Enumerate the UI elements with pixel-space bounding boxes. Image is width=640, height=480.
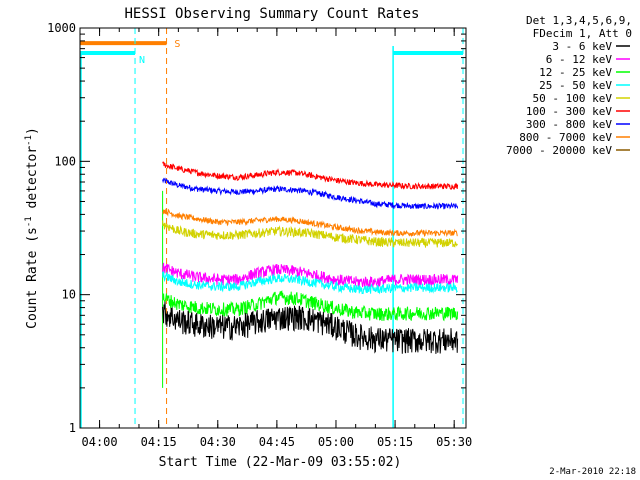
x-tick-label: 04:30 (200, 435, 236, 449)
series-line (162, 290, 459, 322)
x-tick-label: 04:15 (141, 435, 177, 449)
legend-header: FDecim 1, Att 0 (533, 27, 632, 40)
legend-entry: 7000 - 20000 keV (506, 144, 612, 157)
x-axis-label: Start Time (22-Mar-09 03:55:02) (159, 455, 402, 470)
legend-entry: 800 - 7000 keV (519, 131, 612, 144)
series-line (162, 220, 458, 248)
legend-entry: 25 - 50 keV (539, 79, 612, 92)
chart-title: HESSI Observing Summary Count Rates (124, 6, 419, 22)
legend-entry: 6 - 12 keV (546, 53, 613, 66)
x-tick-label: 05:15 (377, 435, 413, 449)
legend-entry: 12 - 25 keV (539, 66, 612, 79)
x-tick-label: 04:00 (82, 435, 118, 449)
series-line (162, 161, 459, 190)
x-tick-label: 05:00 (318, 435, 354, 449)
y-axis-label: Count Rate (s-1 detector-1) (24, 127, 40, 329)
y-tick-label: 1 (69, 421, 76, 435)
series-line (162, 301, 459, 354)
plot-frame (79, 27, 467, 429)
legend-entry: 50 - 100 keV (533, 92, 613, 105)
annotation-label: S (174, 39, 180, 50)
footer-timestamp: 2-Mar-2010 22:18 (549, 467, 636, 477)
series-line (162, 177, 459, 210)
series-line (162, 271, 458, 295)
legend-entry: 3 - 6 keV (552, 40, 612, 53)
legend-entry: 100 - 300 keV (526, 105, 612, 118)
annotation-label: N (139, 55, 145, 66)
legend-header: Det 1,3,4,5,6,9, (526, 14, 632, 27)
series-line (162, 208, 458, 238)
y-tick-label: 100 (54, 154, 76, 168)
x-tick-label: 05:30 (436, 435, 472, 449)
x-tick-label: 04:45 (259, 435, 295, 449)
y-tick-label: 10 (62, 288, 76, 302)
y-tick-label: 1000 (47, 21, 76, 35)
legend-entry: 300 - 800 keV (526, 118, 612, 131)
series-line (162, 262, 459, 289)
